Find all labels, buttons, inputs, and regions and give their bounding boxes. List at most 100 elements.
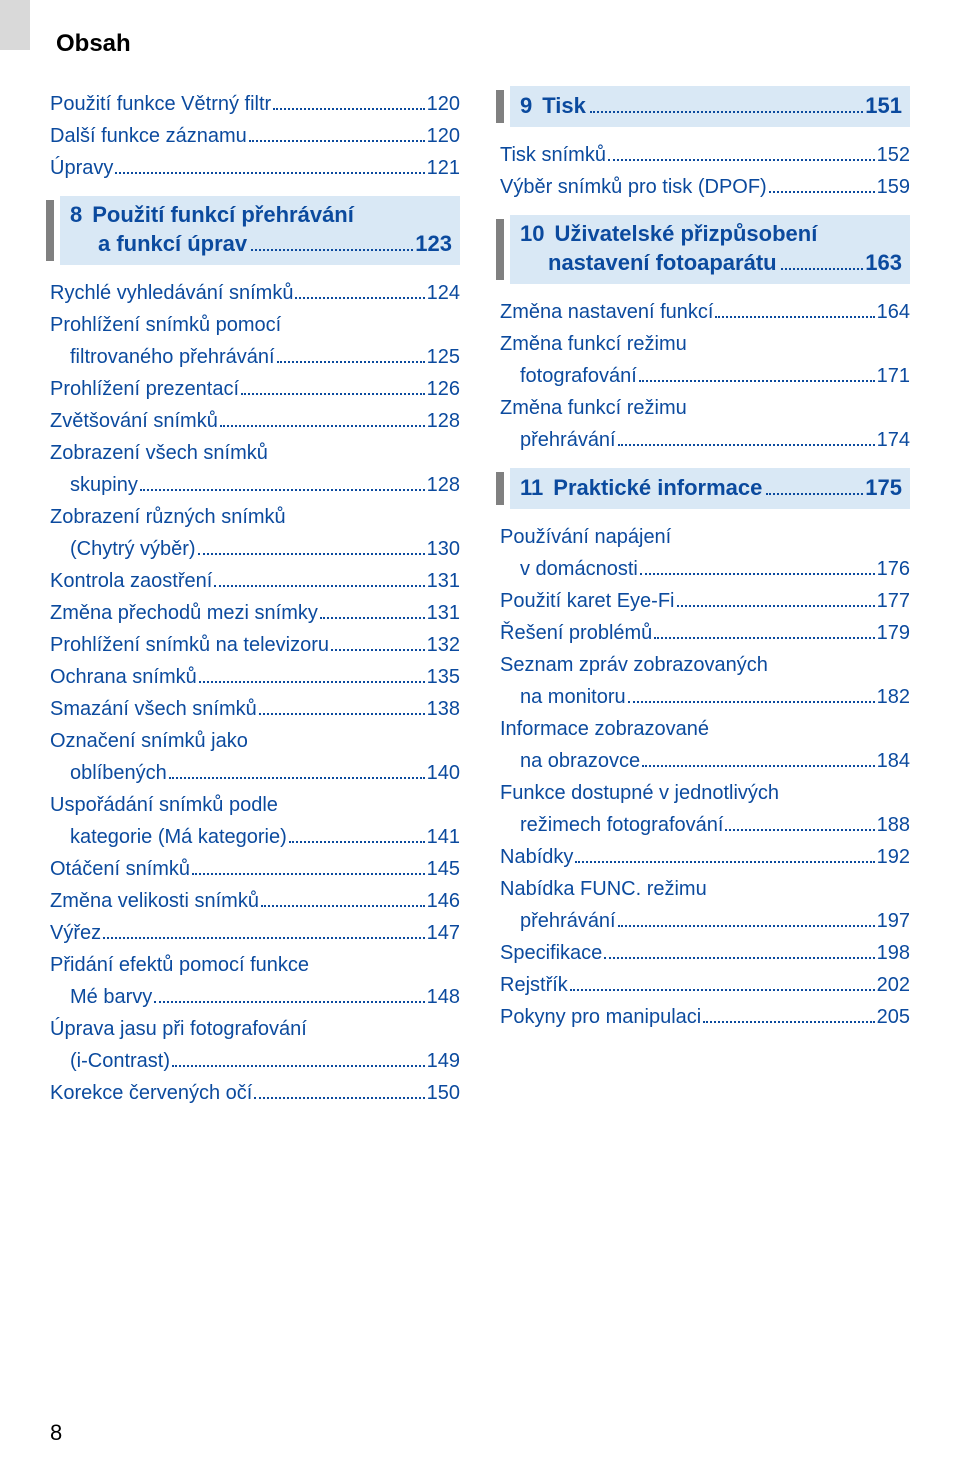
chapter-page: 151 [865,93,902,119]
leader-dots [251,230,413,251]
toc-entry[interactable]: (Chytrý výběr)130 [50,535,460,563]
toc-entry-page: 128 [427,407,460,435]
toc-entry-label: Použití funkce Větrný filtr [50,93,271,115]
toc-entry[interactable]: přehrávání197 [500,907,910,935]
chapter-bar [496,219,504,280]
toc-entry[interactable]: Výběr snímků pro tisk (DPOF)159 [500,173,910,201]
toc-entry[interactable]: v domácnosti176 [500,555,910,583]
toc-entry-label: Řešení problémů [500,622,652,644]
chapter-heading[interactable]: 10Uživatelské přizpůsobenínastavení foto… [500,215,910,284]
toc-entry-label: skupiny [70,474,138,496]
chapter-number: 9 [520,93,532,119]
toc-entry-page: 148 [427,983,460,1011]
toc-entry[interactable]: Funkce dostupné v jednotlivých [500,779,910,807]
leader-dots [295,281,424,299]
toc-entry[interactable]: Další funkce záznamu120 [50,122,460,150]
toc-entry[interactable]: Nabídky192 [500,843,910,871]
toc-entry[interactable]: Úpravy121 [50,154,460,182]
chapter-title: Použití funkcí přehrávání [92,202,354,228]
toc-entry[interactable]: Prohlížení prezentací126 [50,375,460,403]
chapter-heading[interactable]: 8 Použití funkcí přehrávání a funkcí úprav… [50,196,460,265]
toc-entry[interactable]: Výřez147 [50,919,460,947]
toc-entry[interactable]: Zvětšování snímků 128 [50,407,460,435]
toc-entry-label: Změna přechodů mezi snímky [50,602,318,624]
toc-entry[interactable]: fotografování171 [500,362,910,390]
toc-entry[interactable]: Smazání všech snímků138 [50,695,460,723]
toc-entry[interactable]: Změna nastavení funkcí164 [500,298,910,326]
toc-entry-page: 184 [877,747,910,775]
toc-entry[interactable]: Úprava jasu při fotografování [50,1015,460,1043]
toc-entry[interactable]: Prohlížení snímků na televizoru132 [50,631,460,659]
toc-entry-page: 177 [877,587,910,615]
toc-entry[interactable]: Změna přechodů mezi snímky131 [50,599,460,627]
leader-dots [154,985,424,1003]
toc-entry[interactable]: na monitoru182 [500,683,910,711]
chapter-number: 8 [70,202,82,228]
toc-entry-label: Tisk snímků [500,144,606,166]
toc-entry-page: 182 [877,683,910,711]
toc-entry-page: 120 [427,122,460,150]
toc-entry[interactable]: (i-Contrast)149 [50,1047,460,1075]
toc-entry-label: Prohlížení prezentací [50,378,239,400]
toc-entry-label: Změna funkcí režimu [500,333,687,355]
toc-entry[interactable]: Kontrola zaostření131 [50,567,460,595]
toc-entry[interactable]: Seznam zpráv zobrazovaných [500,651,910,679]
toc-entry[interactable]: Specifikace198 [500,939,910,967]
leader-dots [220,409,425,427]
toc-entry-label: (Chytrý výběr) [70,538,196,560]
toc-entry[interactable]: přehrávání174 [500,426,910,454]
leader-dots [590,92,863,113]
toc-entry[interactable]: Otáčení snímků145 [50,855,460,883]
toc-entry[interactable]: Zobrazení všech snímků [50,439,460,467]
leader-dots [608,143,875,161]
toc-entry[interactable]: Přidání efektů pomocí funkce [50,951,460,979]
toc-entry[interactable]: Zobrazení různých snímků [50,503,460,531]
toc-entry[interactable]: Uspořádání snímků podle [50,791,460,819]
toc-entry-label: (i-Contrast) [70,1050,170,1072]
leader-dots [241,377,425,395]
chapter-title-cont: a funkcí úprav [98,231,247,257]
toc-entry-label: Změna nastavení funkcí [500,301,713,323]
chapter-heading[interactable]: 11Praktické informace175 [500,468,910,509]
toc-entry-label: Uspořádání snímků podle [50,794,278,816]
toc-entry[interactable]: kategorie (Má kategorie)141 [50,823,460,851]
leader-dots [618,428,875,446]
toc-entry[interactable]: Označení snímků jako [50,727,460,755]
toc-entry[interactable]: filtrovaného přehrávání125 [50,343,460,371]
toc-entry[interactable]: Rychlé vyhledávání snímků124 [50,279,460,307]
leader-dots [604,941,874,959]
toc-entry[interactable]: Používání napájení [500,523,910,551]
toc-entry[interactable]: Informace zobrazované [500,715,910,743]
chapter-page: 123 [415,231,452,257]
toc-entry-label: Korekce červených očí [50,1082,252,1104]
toc-entry[interactable]: Prohlížení snímků pomocí [50,311,460,339]
toc-entry-label: Zvětšování snímků [50,410,218,432]
toc-entry[interactable]: Ochrana snímků135 [50,663,460,691]
toc-entry[interactable]: Řešení problémů179 [500,619,910,647]
chapter-box: 8 Použití funkcí přehrávání a funkcí úprav… [60,196,460,265]
toc-entry[interactable]: režimech fotografování188 [500,811,910,839]
toc-entry[interactable]: oblíbených140 [50,759,460,787]
toc-entry[interactable]: Mé barvy148 [50,983,460,1011]
toc-entry[interactable]: Změna funkcí režimu [500,330,910,358]
toc-entry[interactable]: Tisk snímků152 [500,141,910,169]
chapter-bar [46,200,54,261]
leader-dots [320,601,425,619]
toc-entry[interactable]: Pokyny pro manipulaci205 [500,1003,910,1031]
toc-entry-label: Otáčení snímků [50,858,190,880]
leader-dots [192,857,425,875]
toc-entry[interactable]: Korekce červených očí150 [50,1079,460,1107]
toc-entry[interactable]: skupiny128 [50,471,460,499]
leader-dots [781,249,864,270]
chapter-heading[interactable]: 9Tisk151 [500,86,910,127]
toc-entry-label: Úprava jasu při fotografování [50,1018,307,1040]
toc-entry[interactable]: na obrazovce184 [500,747,910,775]
toc-entry[interactable]: Nabídka FUNC. režimu [500,875,910,903]
toc-entry[interactable]: Změna funkcí režimu [500,394,910,422]
chapter-title: Praktické informace [553,475,762,501]
toc-entry[interactable]: Použití funkce Větrný filtr120 [50,90,460,118]
toc-entry[interactable]: Změna velikosti snímků146 [50,887,460,915]
toc-column-left: Použití funkce Větrný filtr120Další funk… [50,86,460,1111]
toc-entry[interactable]: Použití karet Eye-Fi177 [500,587,910,615]
toc-entry[interactable]: Rejstřík202 [500,971,910,999]
